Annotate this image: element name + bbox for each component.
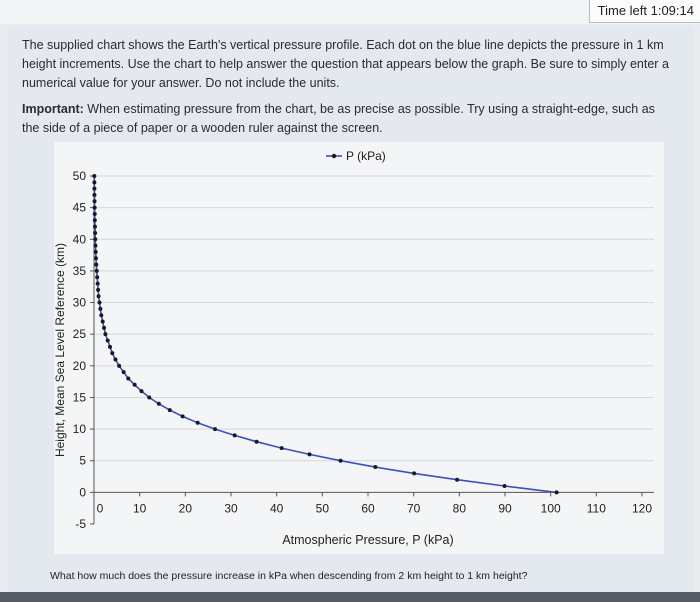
data-point-28km [99, 313, 104, 318]
y-tick-label-50: 50 [73, 169, 87, 183]
data-point-20km [117, 363, 122, 368]
data-point-49km [92, 180, 97, 185]
y-tick-label-25: 25 [73, 327, 87, 341]
data-point-41km [93, 230, 98, 235]
y-tick-label-0: 0 [79, 485, 86, 499]
data-point-37km [93, 256, 98, 261]
important-note: Important: When estimating pressure from… [22, 100, 672, 138]
x-tick-label-0: 0 [97, 501, 104, 515]
data-point-10km [213, 427, 218, 432]
data-point-6km [307, 452, 312, 457]
question-text: What how much does the pressure increase… [50, 570, 528, 582]
data-point-11km [195, 420, 200, 425]
x-axis-title: Atmospheric Pressure, P (kPa) [282, 533, 453, 547]
legend-label: P (kPa) [346, 149, 386, 163]
data-point-42km [92, 224, 97, 229]
data-point-17km [132, 382, 137, 387]
data-point-36km [94, 262, 99, 267]
y-axis-title: Height, Mean Sea Level Reference (km) [54, 243, 67, 457]
x-tick-label-20: 20 [179, 501, 193, 515]
data-point-23km [107, 344, 112, 349]
data-point-29km [98, 306, 103, 311]
data-point-7km [279, 446, 284, 451]
x-tick-label-30: 30 [224, 501, 238, 515]
data-point-22km [110, 351, 115, 356]
data-point-44km [92, 211, 97, 216]
x-tick-label-10: 10 [133, 501, 147, 515]
x-tick-label-80: 80 [453, 501, 467, 515]
x-tick-label-90: 90 [498, 501, 512, 515]
data-point-27km [100, 319, 105, 324]
data-point-24km [105, 338, 110, 343]
top-bar: Time left 1:09:14 [0, 0, 700, 24]
y-tick-label-15: 15 [73, 390, 87, 404]
data-point-1km [502, 484, 507, 489]
x-tick-label-70: 70 [407, 501, 421, 515]
instructions-paragraph: The supplied chart shows the Earth's ver… [22, 38, 669, 90]
pressure-profile-chart: -5 0 5 10 15 20 25 30 35 40 45 50 0 10 20 30 40 50 60 70 80 9… [54, 142, 664, 554]
y-tick-label-20: 20 [73, 359, 87, 373]
x-tick-label-60: 60 [361, 501, 375, 515]
y-tick-label-10: 10 [73, 422, 87, 436]
data-point-34km [95, 275, 100, 280]
important-text: When estimating pressure from the chart,… [22, 102, 655, 135]
legend-marker [331, 153, 337, 159]
data-point-48km [92, 186, 97, 191]
y-tick-label-45: 45 [73, 201, 87, 215]
data-point-45km [92, 205, 97, 210]
data-point-21km [113, 357, 118, 362]
data-point-32km [96, 287, 101, 292]
data-point-33km [95, 281, 100, 286]
data-point-2km [455, 477, 460, 482]
x-tick-label-120: 120 [632, 501, 652, 515]
data-point-16km [139, 389, 144, 394]
time-left-timer: Time left 1:09:14 [588, 0, 700, 23]
data-point-12km [180, 414, 185, 419]
chart-svg: -5 0 5 10 15 20 25 30 35 40 45 50 0 10 20 30 40 50 60 70 80 9… [54, 149, 654, 547]
data-point-19km [121, 370, 126, 375]
data-point-30km [97, 300, 102, 305]
data-point-38km [93, 249, 98, 254]
y-tick-label-5: 5 [79, 454, 86, 468]
data-point-43km [92, 218, 97, 223]
data-point-39km [93, 243, 98, 248]
data-point-40km [93, 237, 98, 242]
data-point-35km [94, 268, 99, 273]
data-point-46km [92, 199, 97, 204]
data-point-25km [103, 332, 108, 337]
y-tick-label-40: 40 [73, 232, 87, 246]
data-point-4km [373, 465, 378, 470]
data-point-47km [92, 192, 97, 197]
data-point-9km [232, 433, 237, 438]
y-tick-label-30: 30 [73, 296, 87, 310]
x-tick-label-50: 50 [316, 501, 330, 515]
bottom-bar [0, 592, 700, 602]
data-point-15km [147, 395, 152, 400]
data-point-0km [554, 490, 559, 495]
x-tick-label-40: 40 [270, 501, 284, 515]
data-point-8km [254, 439, 259, 444]
x-tick-label-110: 110 [587, 501, 606, 515]
data-point-14km [156, 401, 161, 406]
data-point-18km [126, 376, 131, 381]
data-point-31km [96, 294, 101, 299]
x-tick-label-100: 100 [541, 501, 561, 515]
data-point-50km [92, 174, 97, 178]
data-point-13km [167, 408, 172, 413]
data-point-26km [102, 325, 107, 330]
y-tick-label--5: -5 [75, 517, 86, 531]
data-point-3km [412, 471, 417, 476]
data-point-5km [338, 458, 343, 463]
y-tick-label-35: 35 [73, 264, 87, 278]
important-label: Important: [22, 102, 84, 116]
